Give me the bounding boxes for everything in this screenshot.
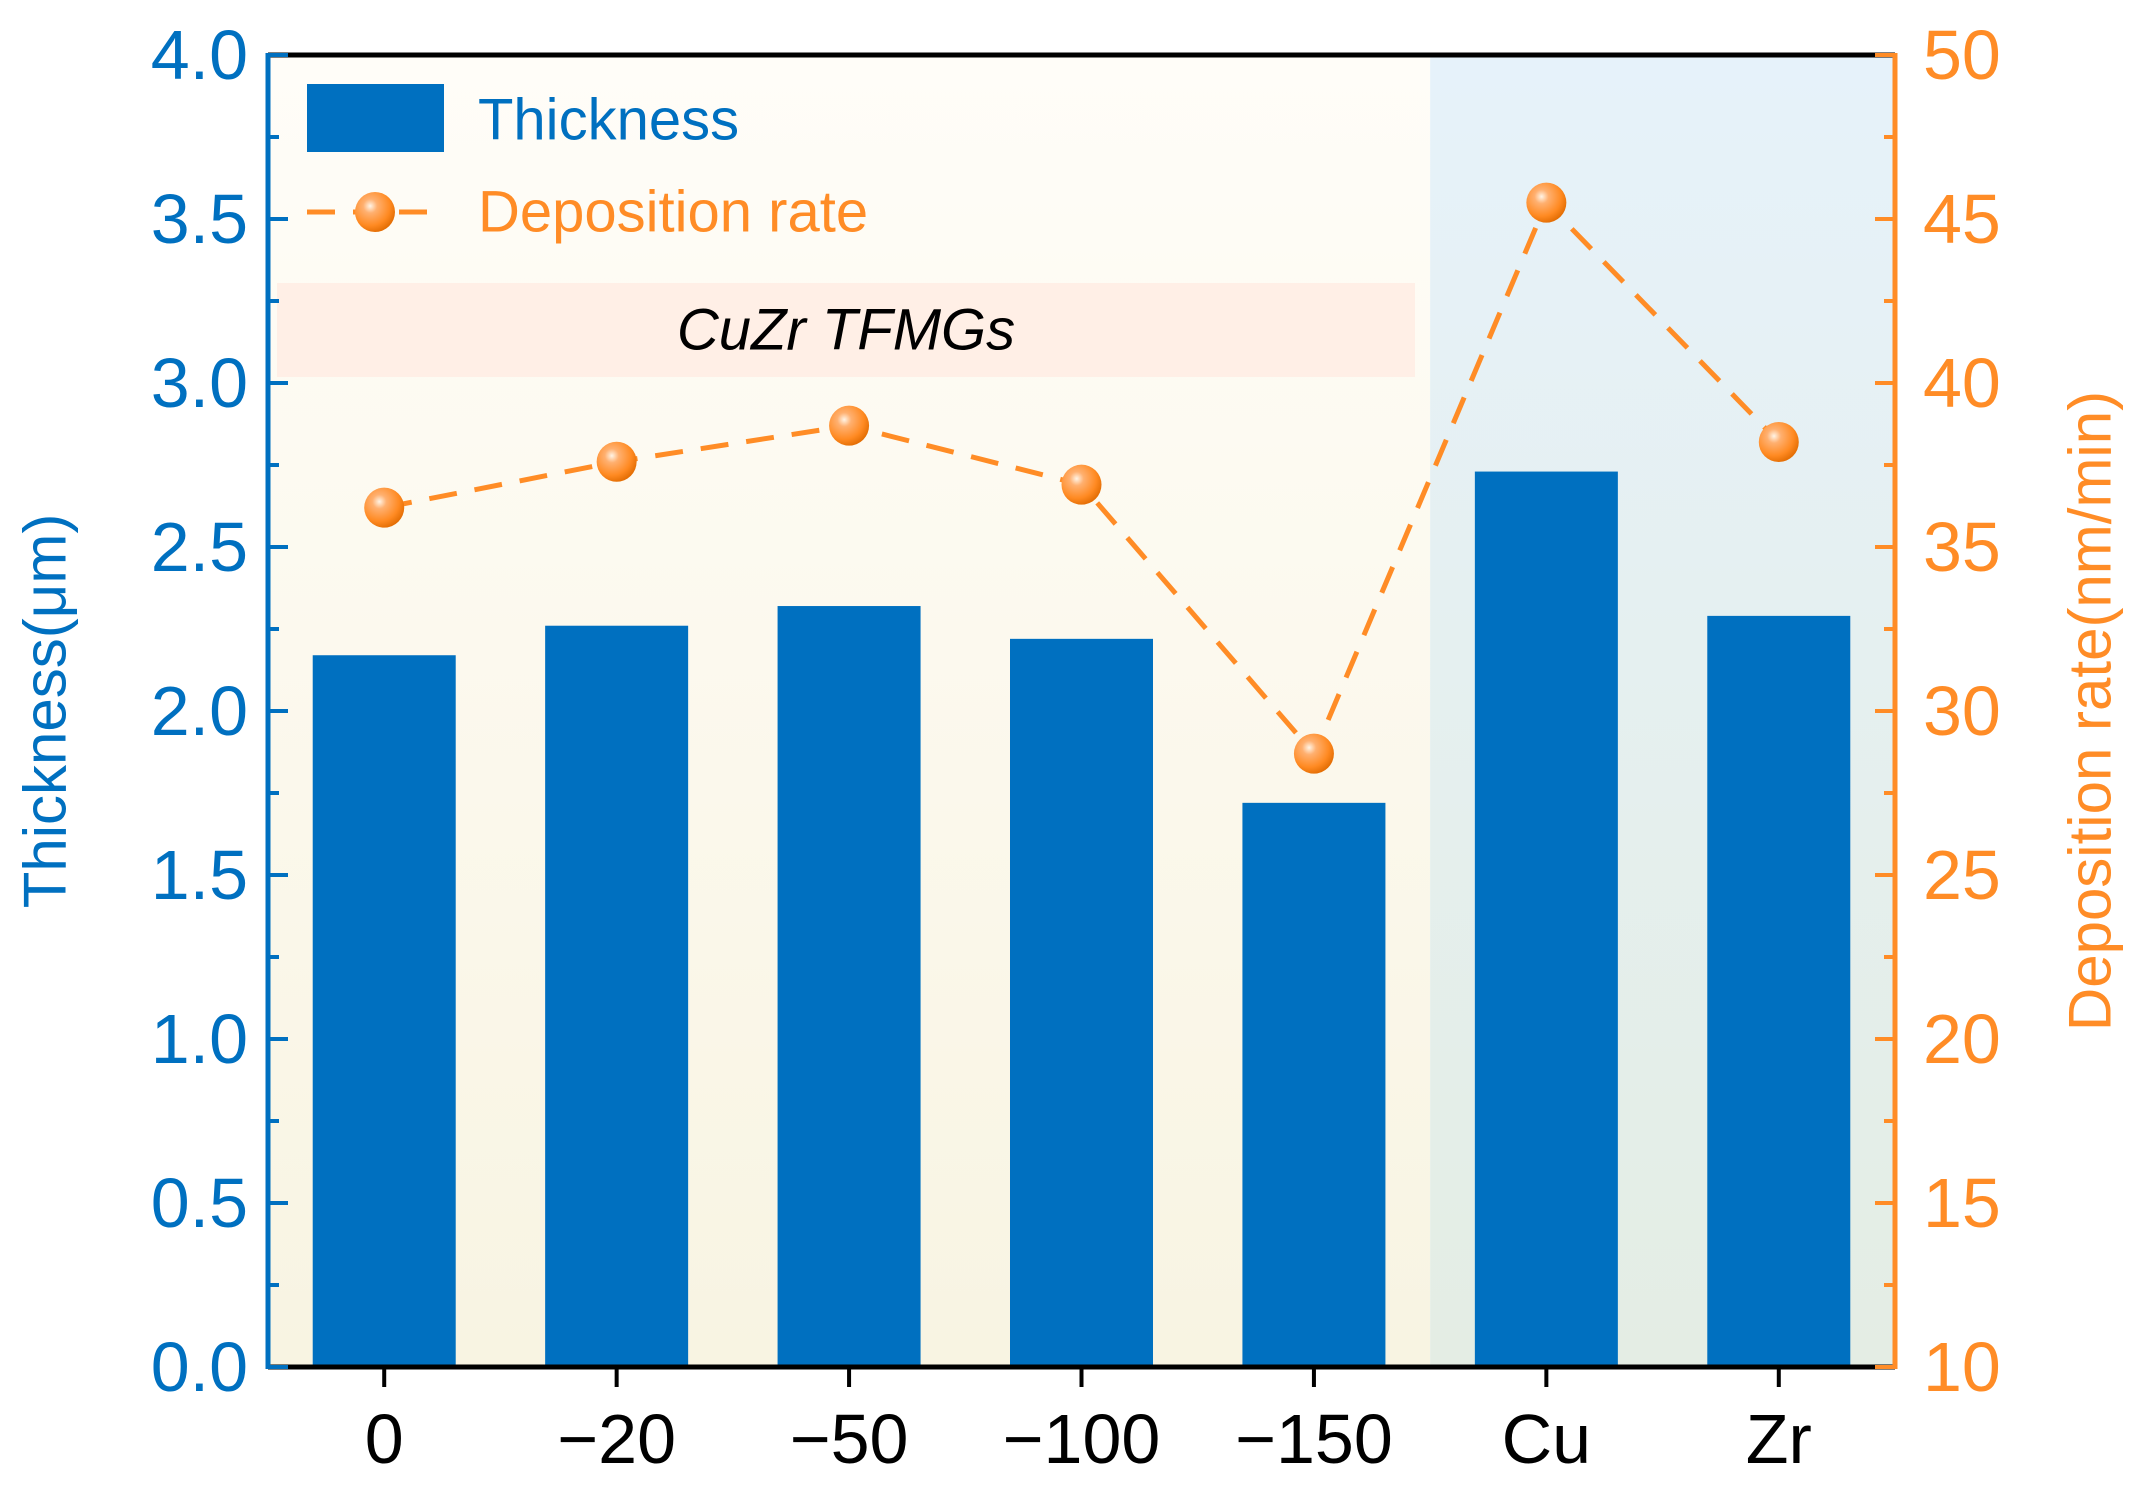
right-tick-label-3: 25 (1923, 836, 2001, 914)
bar-series (312, 471, 1851, 1367)
y2-axis-title: Deposition rate(nm/min) (2057, 391, 2124, 1031)
left-tick-label-4: 2.0 (151, 672, 248, 750)
legend-marker (355, 192, 395, 232)
legend-deposition-label: Deposition rate (478, 180, 868, 245)
bar-0 (312, 655, 456, 1367)
point-2 (829, 405, 870, 446)
right-tick-label-2: 20 (1923, 1000, 2001, 1078)
point-4 (1293, 733, 1334, 774)
bar-2 (777, 606, 921, 1367)
left-tick-label-1: 0.5 (151, 1164, 248, 1242)
left-tick-label-6: 3.0 (151, 344, 248, 422)
point-1 (596, 441, 637, 482)
x-tick-label-0: 0 (365, 1400, 404, 1478)
point-5 (1526, 182, 1567, 223)
point-3 (1061, 464, 1102, 505)
line-series (364, 182, 1799, 774)
bar-1 (545, 625, 689, 1367)
right-tick-label-5: 35 (1923, 508, 2001, 586)
right-y-axis: 10 15 20 25 30 35 40 45 50 (1875, 16, 2001, 1406)
legend-thickness-label: Thickness (478, 88, 739, 153)
x-tick-label-2: −50 (790, 1400, 909, 1478)
annotation-band (277, 283, 1415, 377)
left-tick-label-5: 2.5 (151, 508, 248, 586)
point-6 (1758, 422, 1799, 463)
annotation-label: CuZr TFMGs (677, 298, 1015, 363)
x-tick-label-5: Cu (1502, 1400, 1591, 1478)
legend: Thickness Deposition rate (307, 84, 868, 245)
right-tick-label-8: 50 (1923, 16, 2001, 94)
y-axis-title: Thickness(μm) (12, 514, 79, 909)
point-0 (364, 487, 405, 528)
bar-6 (1707, 615, 1851, 1367)
left-tick-label-8: 4.0 (151, 16, 248, 94)
right-tick-label-1: 15 (1923, 1164, 2001, 1242)
bar-4 (1242, 802, 1386, 1367)
left-tick-label-7: 3.5 (151, 180, 248, 258)
right-tick-label-4: 30 (1923, 672, 2001, 750)
x-tick-label-4: −150 (1235, 1400, 1393, 1478)
bar-5 (1474, 471, 1618, 1367)
x-tick-label-6: Zr (1746, 1400, 1812, 1478)
right-tick-label-6: 40 (1923, 344, 2001, 422)
x-axis: 0 −20 −50 −100 −150 Cu Zr (365, 1367, 1812, 1478)
right-tick-label-0: 10 (1923, 1328, 2001, 1406)
left-tick-label-2: 1.0 (151, 1000, 248, 1078)
left-tick-label-3: 1.5 (151, 836, 248, 914)
left-tick-label-0: 0.0 (151, 1328, 248, 1406)
bar-3 (1010, 638, 1153, 1367)
x-tick-label-1: −20 (557, 1400, 676, 1478)
legend-bar-swatch (307, 84, 444, 152)
left-y-axis: 0.0 0.5 1.0 1.5 2.0 2.5 3.0 3.5 4.0 (151, 16, 288, 1406)
right-tick-label-7: 45 (1923, 180, 2001, 258)
x-tick-label-3: −100 (1003, 1400, 1161, 1478)
